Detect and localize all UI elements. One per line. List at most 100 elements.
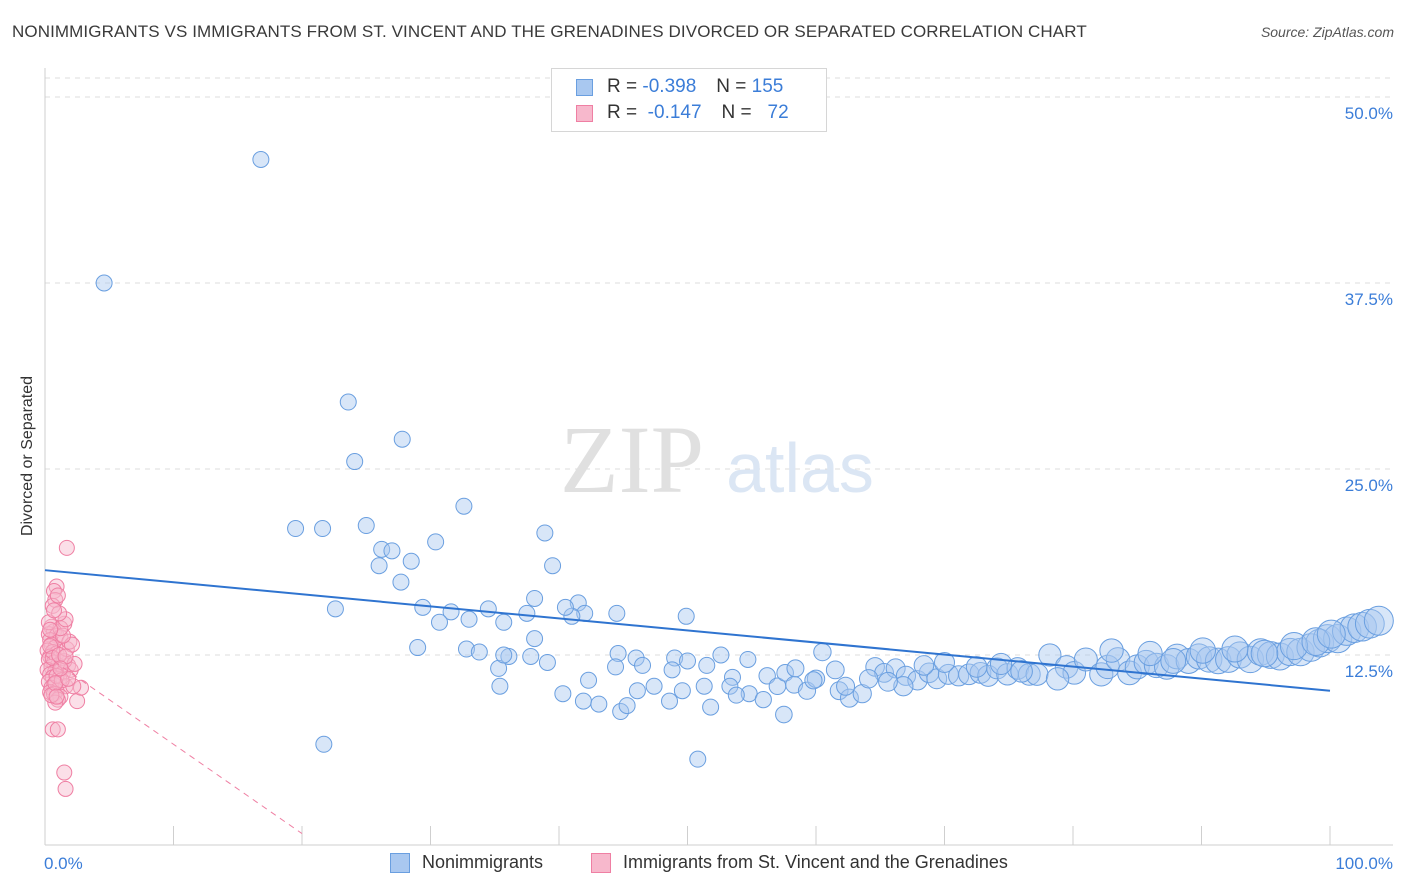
nonimmigrants-point bbox=[402, 552, 420, 570]
legend-row-nonimmigrants: R = -0.398 N = 155 bbox=[576, 74, 783, 100]
nonimmigrants-point bbox=[1189, 637, 1216, 664]
nonimmigrants-point bbox=[702, 698, 720, 716]
immigrants-point bbox=[47, 675, 64, 692]
x-tick-label: 0.0% bbox=[44, 854, 83, 873]
axes bbox=[44, 68, 1393, 846]
watermark-atlas: atlas bbox=[726, 429, 874, 507]
nonimmigrants-point bbox=[786, 659, 805, 678]
nonimmigrants-point bbox=[470, 643, 488, 661]
immigrants-point bbox=[69, 693, 86, 710]
legend-r-label: R = bbox=[607, 76, 638, 97]
nonimmigrants-point bbox=[314, 520, 332, 538]
nonimmigrants-point bbox=[727, 686, 745, 704]
nonimmigrants-point bbox=[712, 646, 730, 664]
nonimmigrants-point bbox=[661, 692, 679, 710]
legend-swatch-blue bbox=[576, 78, 593, 96]
nonimmigrants-point bbox=[989, 652, 1013, 676]
bottom-legend-nonimmigrants: Nonimmigrants bbox=[390, 852, 543, 873]
nonimmigrants-point bbox=[618, 697, 636, 715]
nonimmigrants-point bbox=[457, 640, 475, 658]
immigrants-point bbox=[56, 764, 73, 781]
nonimmigrants-point bbox=[1221, 635, 1249, 663]
nonimmigrants-point bbox=[677, 607, 695, 625]
nonimmigrants-point bbox=[479, 600, 497, 618]
immigrants-point bbox=[44, 721, 61, 738]
nonimmigrants-point bbox=[430, 613, 448, 631]
nonimmigrants-point bbox=[538, 653, 556, 671]
nonimmigrants-point bbox=[1279, 631, 1309, 661]
nonimmigrants-point bbox=[95, 274, 113, 292]
immigrants-point bbox=[57, 780, 74, 797]
nonimmigrants-point bbox=[645, 677, 663, 695]
nonimmigrants-point bbox=[698, 656, 716, 674]
nonimmigrants-point bbox=[1316, 619, 1346, 649]
nonimmigrants-point bbox=[776, 664, 794, 682]
nonimmigrants-point bbox=[491, 677, 509, 695]
nonimmigrants-point bbox=[414, 598, 432, 616]
nonimmigrants-point bbox=[1312, 624, 1342, 654]
nonimmigrants-point bbox=[1137, 640, 1163, 667]
immigrants-trend-line bbox=[44, 654, 303, 834]
nonimmigrants-point bbox=[609, 645, 627, 663]
nonimmigrants-trend-line bbox=[44, 569, 1331, 692]
legend-n-label: N = bbox=[716, 76, 747, 97]
nonimmigrants-point bbox=[287, 520, 305, 538]
nonimmigrants-point bbox=[1296, 633, 1326, 662]
nonimmigrants-point bbox=[357, 517, 375, 535]
nonimmigrants-point bbox=[634, 656, 652, 674]
nonimmigrants-point bbox=[825, 660, 845, 680]
nonimmigrants-point bbox=[392, 573, 410, 591]
bottom-legend-label: Immigrants from St. Vincent and the Gren… bbox=[623, 852, 1008, 872]
nonimmigrants-point bbox=[556, 598, 574, 616]
bottom-legend-swatch-blue bbox=[390, 852, 410, 873]
immigrants-point bbox=[57, 648, 74, 665]
immigrants-point bbox=[58, 539, 75, 556]
nonimmigrants-point bbox=[1045, 667, 1070, 691]
nonimmigrants-point bbox=[346, 453, 364, 471]
chart-title: NONIMMIGRANTS VS IMMIGRANTS FROM ST. VIN… bbox=[12, 22, 1087, 41]
nonimmigrants-point bbox=[339, 393, 357, 411]
nonimmigrants-point bbox=[739, 650, 757, 668]
immigrants-point bbox=[61, 633, 78, 650]
nonimmigrants-point bbox=[608, 604, 626, 622]
nonimmigrants-point bbox=[977, 664, 1000, 687]
nonimmigrants-point bbox=[393, 430, 411, 448]
nonimmigrants-point bbox=[1250, 639, 1279, 668]
legend-n-value: 72 bbox=[767, 102, 789, 123]
nonimmigrants-point bbox=[554, 685, 572, 703]
nonimmigrants-point bbox=[1073, 647, 1098, 672]
immigrants-point bbox=[49, 587, 66, 604]
y-tick-label: 50.0% bbox=[1345, 104, 1393, 123]
nonimmigrants-point bbox=[679, 652, 696, 670]
nonimmigrants-point bbox=[663, 661, 681, 679]
nonimmigrants-point bbox=[326, 600, 344, 618]
bottom-legend-immigrants: Immigrants from St. Vincent and the Gren… bbox=[591, 852, 1008, 873]
nonimmigrants-point bbox=[1204, 647, 1232, 675]
nonimmigrants-point bbox=[580, 671, 598, 689]
legend-r-value: -0.398 bbox=[642, 76, 697, 97]
nonimmigrants-point bbox=[518, 604, 536, 622]
legend-row-immigrants: R = -0.147 N = 72 bbox=[576, 100, 789, 126]
nonimmigrants-point bbox=[878, 671, 898, 692]
nonimmigrants-point bbox=[1301, 627, 1331, 657]
nonimmigrants-point bbox=[1006, 657, 1030, 680]
immigrants-point bbox=[51, 647, 68, 663]
nonimmigrants-point bbox=[813, 642, 832, 662]
nonimmigrants-point bbox=[427, 533, 445, 551]
nonimmigrants-point bbox=[836, 676, 856, 696]
bottom-legend-swatch-pink bbox=[591, 852, 611, 873]
nonimmigrants-point bbox=[536, 524, 554, 542]
nonimmigrants-point bbox=[1038, 643, 1062, 667]
nonimmigrants-point bbox=[607, 658, 625, 676]
nonimmigrants-point bbox=[965, 656, 988, 678]
nonimmigrants-point bbox=[1160, 648, 1187, 674]
watermark-zip: ZIP bbox=[560, 406, 704, 513]
immigrants-point bbox=[51, 605, 68, 622]
x-tick-label: 100.0% bbox=[1335, 854, 1393, 873]
nonimmigrants-point bbox=[370, 557, 388, 575]
immigrants-point bbox=[47, 694, 64, 711]
nonimmigrants-point bbox=[754, 691, 772, 709]
y-tick-label: 37.5% bbox=[1345, 290, 1393, 309]
nonimmigrants-point bbox=[1236, 645, 1265, 674]
nonimmigrants-point bbox=[689, 750, 707, 768]
